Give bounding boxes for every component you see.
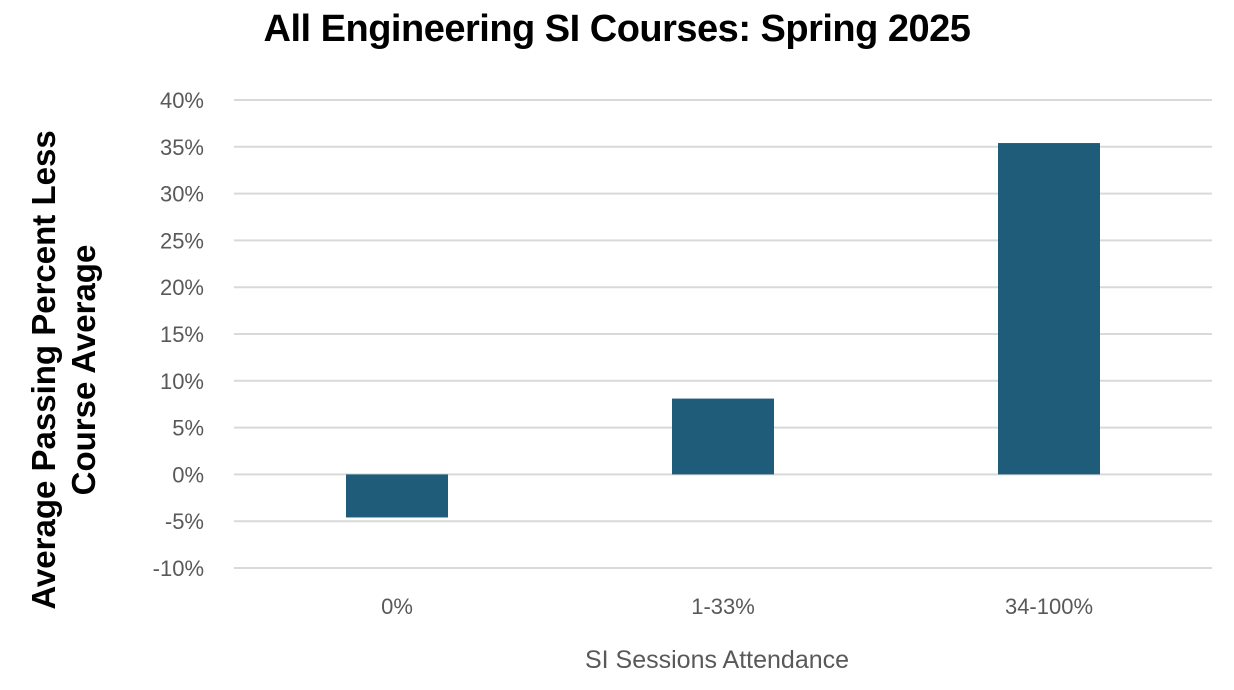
y-tick-label: 0% (172, 462, 204, 487)
bars (346, 143, 1100, 518)
y-tick-label: -5% (165, 509, 204, 534)
y-tick-label: 30% (160, 182, 204, 207)
x-tick-label: 0% (381, 594, 413, 619)
y-tick-label: 10% (160, 369, 204, 394)
x-tick-label: 1-33% (691, 594, 755, 619)
y-tick-label: 25% (160, 228, 204, 253)
y-tick-labels: -10% -5% 0% 5% 10% 15% 20% 25% 30% 35% 40% (153, 88, 204, 581)
chart-title: All Engineering SI Courses: Spring 2025 (263, 8, 971, 50)
y-tick-label: 35% (160, 135, 204, 160)
bar-34-100% (998, 143, 1100, 475)
x-tick-label: 34-100% (1005, 594, 1093, 619)
bar-0% (346, 474, 448, 518)
y-tick-label: 40% (160, 88, 204, 113)
y-tick-label: 15% (160, 322, 204, 347)
x-tick-labels: 0% 1-33% 34-100% (381, 594, 1093, 619)
y-tick-label: 5% (172, 416, 204, 441)
y-tick-label: 20% (160, 275, 204, 300)
bar-1-33% (672, 398, 774, 475)
y-tick-label: -10% (153, 556, 204, 581)
x-axis-label: SI Sessions Attendance (585, 646, 849, 674)
